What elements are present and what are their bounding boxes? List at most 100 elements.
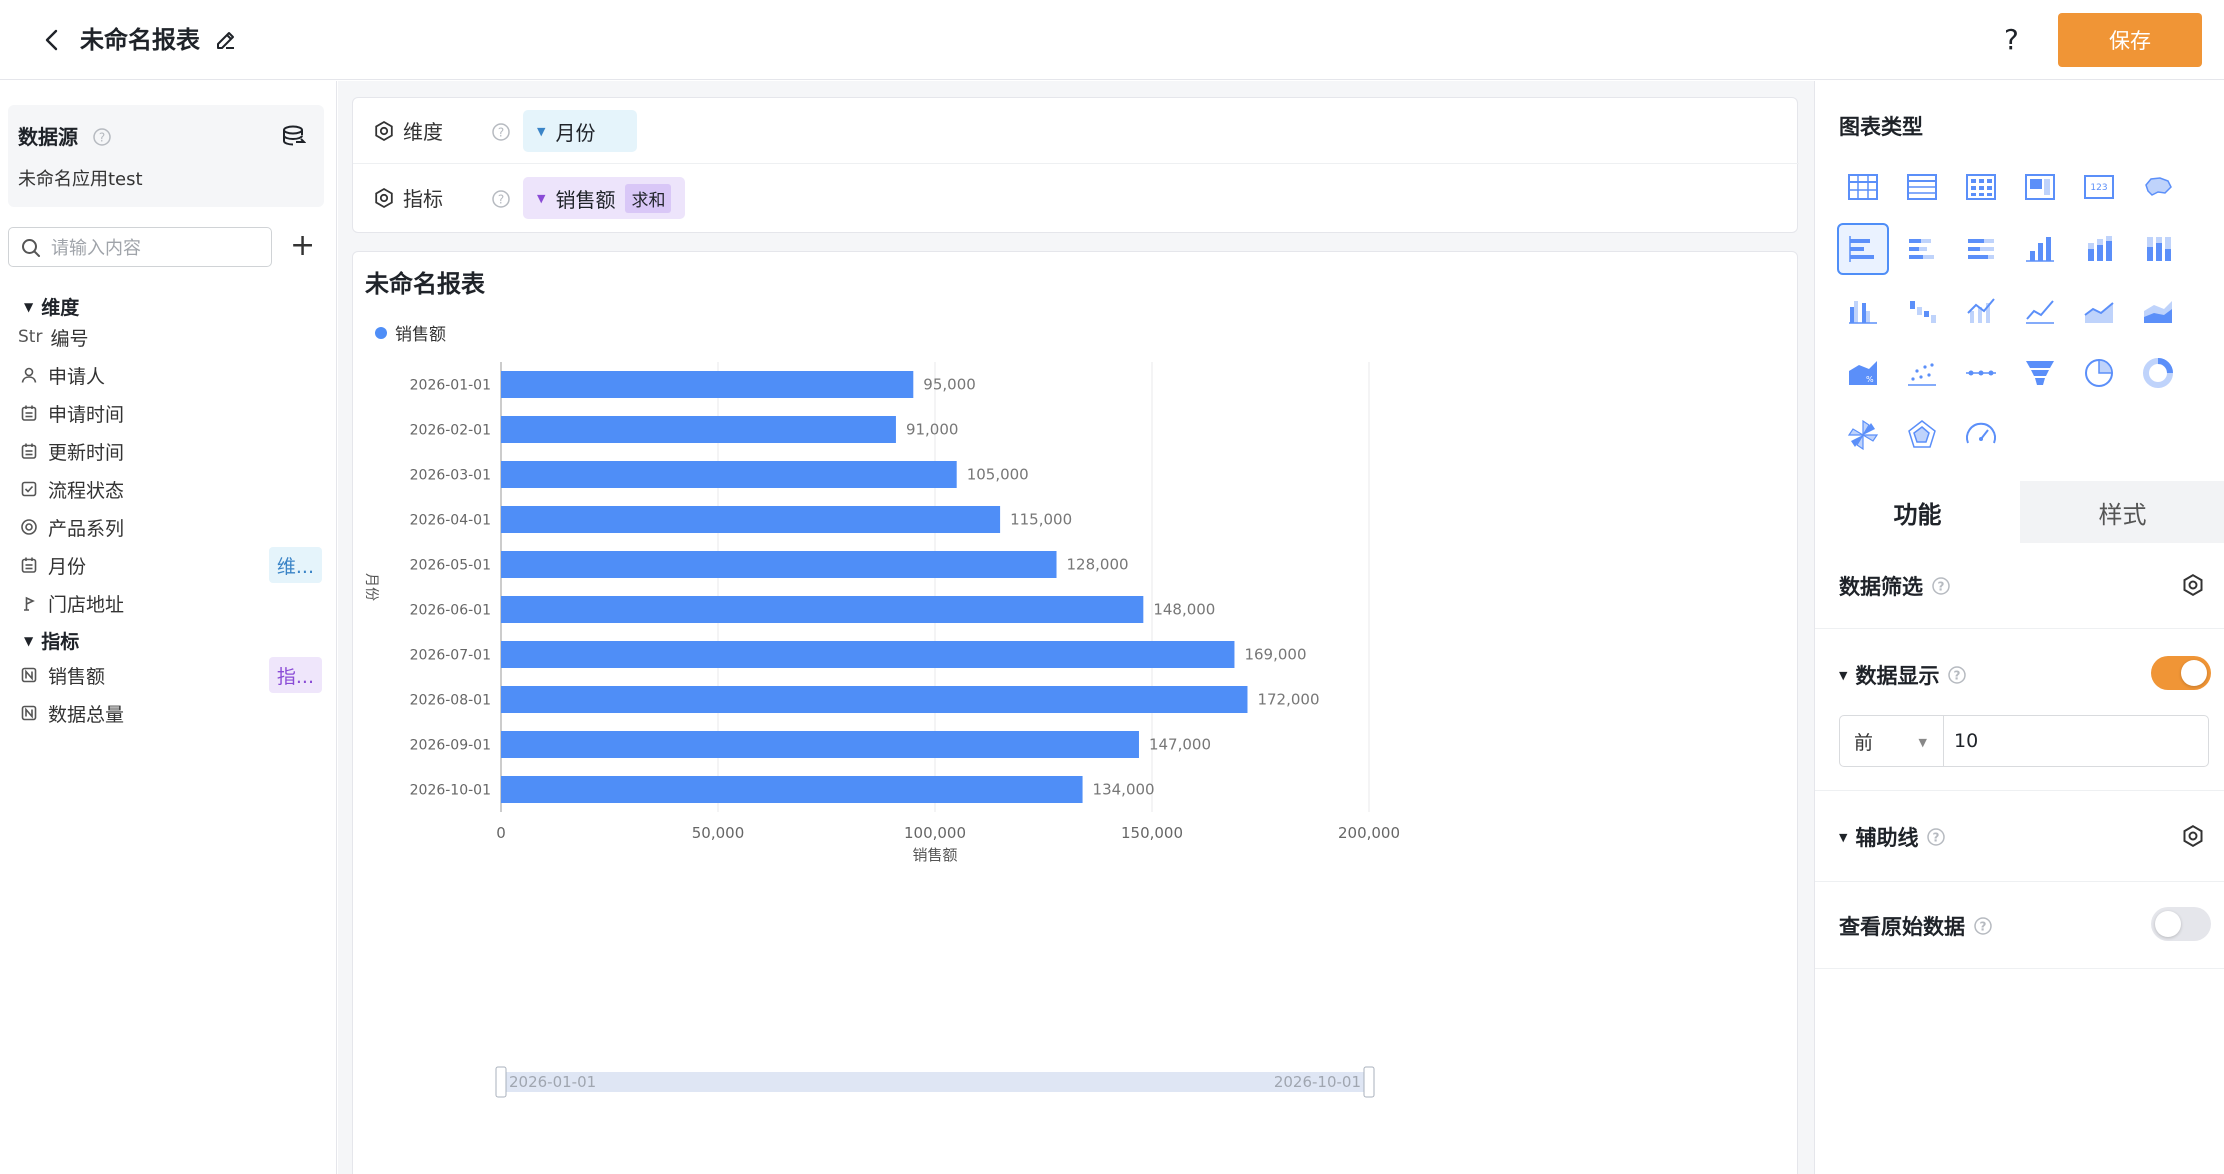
data-display-toggle[interactable] xyxy=(2151,656,2211,690)
line-icon xyxy=(2026,300,2054,324)
caret-down-icon: ▼ xyxy=(24,633,34,648)
user-icon xyxy=(18,366,40,384)
section-label: 辅助线 xyxy=(1855,826,1919,850)
chart-type-combo[interactable] xyxy=(1955,285,2007,337)
database-switch-icon[interactable] xyxy=(280,123,306,149)
field-item-id[interactable]: Str 编号 xyxy=(18,319,322,355)
chart-type-number-card[interactable]: 123 xyxy=(2073,161,2125,213)
field-item-month[interactable]: 月份 维... xyxy=(18,547,322,583)
search-input[interactable] xyxy=(51,234,261,262)
zoom-slider-handle-right[interactable] xyxy=(1363,1066,1375,1098)
chart-type-area[interactable] xyxy=(2073,285,2125,337)
data-display-title[interactable]: ▼ 数据显示 ? xyxy=(1839,660,1967,690)
help-icon[interactable]: ? xyxy=(491,122,511,142)
top-n-mode-select[interactable]: 前 ▼ xyxy=(1840,716,1944,766)
chart-type-donut[interactable] xyxy=(2132,347,2184,399)
chart-type-bar[interactable] xyxy=(1837,223,1889,275)
chart-type-table[interactable] xyxy=(1837,161,1889,213)
field-panel: 数据源 ? 未命名应用test + ▼ 维度 Str 编号 申请人 申请时间 更… xyxy=(0,81,337,1174)
tab-function[interactable]: 功能 xyxy=(1815,481,2020,543)
field-item-apply-time[interactable]: 申请时间 xyxy=(18,395,322,431)
chart-title: 未命名报表 xyxy=(365,270,485,298)
top-n-input[interactable] xyxy=(1944,716,2208,766)
caret-down-icon: ▼ xyxy=(1839,668,1848,682)
chart-type-scatter[interactable] xyxy=(1896,347,1948,399)
chart-type-percent-column[interactable] xyxy=(2132,223,2184,275)
field-item-product-series[interactable]: 产品系列 xyxy=(18,509,322,545)
field-label: 编号 xyxy=(50,327,89,350)
field-item-update-time[interactable]: 更新时间 xyxy=(18,433,322,469)
tab-style[interactable]: 样式 xyxy=(2020,481,2224,543)
help-icon[interactable]: ? xyxy=(491,189,511,209)
x-tick-label: 0 xyxy=(496,824,506,842)
metric-group-header[interactable]: ▼ 指标 xyxy=(24,627,79,654)
chart-type-funnel[interactable] xyxy=(2014,347,2066,399)
add-field-button[interactable]: + xyxy=(290,228,316,263)
chart-type-stacked-bar[interactable] xyxy=(1896,223,1948,275)
field-search[interactable] xyxy=(8,227,272,267)
aggregation-badge[interactable]: 求和 xyxy=(625,183,672,213)
gear-icon[interactable] xyxy=(2181,573,2205,597)
gear-icon[interactable] xyxy=(2181,824,2205,848)
dimension-group-header[interactable]: ▼ 维度 xyxy=(24,293,79,320)
aux-line-title[interactable]: ▼ 辅助线 ? xyxy=(1839,822,1946,852)
chart-type-timeline[interactable] xyxy=(1955,347,2007,399)
caret-down-icon: ▼ xyxy=(537,191,546,205)
section-label: 数据显示 xyxy=(1855,664,1940,688)
dimension-pill-month[interactable]: ▼ 月份 xyxy=(523,110,637,152)
back-button[interactable] xyxy=(38,26,66,54)
search-icon xyxy=(22,239,40,257)
help-icon[interactable]: ? xyxy=(1926,827,1946,847)
column-icon xyxy=(2026,237,2054,262)
field-label: 更新时间 xyxy=(48,441,125,464)
chart-type-percent-bar[interactable] xyxy=(1955,223,2007,275)
chart-type-stacked-area[interactable] xyxy=(2132,285,2184,337)
chart-type-detail-table[interactable] xyxy=(1896,161,1948,213)
data-label: 128,000 xyxy=(1067,556,1129,574)
svg-text:?: ? xyxy=(498,126,504,140)
save-button[interactable]: 保存 xyxy=(2058,13,2202,67)
edit-title-button[interactable] xyxy=(214,28,240,54)
raw-data-toggle[interactable] xyxy=(2151,907,2211,941)
help-icon[interactable]: ? xyxy=(1947,665,1967,685)
zoom-slider-track[interactable] xyxy=(501,1072,1369,1092)
chart-type-radar[interactable] xyxy=(1896,409,1948,461)
field-label: 数据总量 xyxy=(48,703,125,726)
field-item-total-count[interactable]: 数据总量 xyxy=(18,695,322,731)
field-label: 销售额 xyxy=(48,665,106,688)
chart-legend[interactable]: 销售额 xyxy=(375,320,446,345)
chart-type-stacked-column[interactable] xyxy=(2073,223,2125,275)
x-tick-label: 100,000 xyxy=(904,824,966,842)
help-icon[interactable]: ? xyxy=(1931,576,1951,596)
help-icon[interactable]: ? xyxy=(92,127,112,147)
chart-type-map[interactable] xyxy=(2132,161,2184,213)
dimension-shelf-label: 维度 xyxy=(403,120,443,144)
dimension-group-label: 维度 xyxy=(41,297,80,319)
chart-type-line[interactable] xyxy=(2014,285,2066,337)
help-icon[interactable]: ? xyxy=(1973,916,1993,936)
chart-type-column[interactable] xyxy=(2014,223,2066,275)
bar xyxy=(501,461,957,488)
chart-type-percent-area[interactable]: % xyxy=(1837,347,1889,399)
chart-type-rose[interactable] xyxy=(1837,409,1889,461)
metric-pill-sales[interactable]: ▼ 销售额 求和 xyxy=(523,177,686,219)
y-tick-label: 2026-02-01 xyxy=(410,423,491,439)
zoom-slider-handle-left[interactable] xyxy=(495,1066,507,1098)
gear-icon[interactable] xyxy=(373,120,395,142)
field-item-sales[interactable]: 销售额 指... xyxy=(18,657,322,693)
data-label: 134,000 xyxy=(1093,781,1155,799)
chart-type-grouped-column[interactable] xyxy=(1837,285,1889,337)
chart-type-cross-table[interactable] xyxy=(1955,161,2007,213)
field-item-flow-status[interactable]: 流程状态 xyxy=(18,471,322,507)
svg-text:?: ? xyxy=(1980,920,1987,934)
chart-type-waterfall[interactable] xyxy=(1896,285,1948,337)
gear-icon[interactable] xyxy=(373,187,395,209)
field-item-applicant[interactable]: 申请人 xyxy=(18,357,322,393)
chart-type-pie[interactable] xyxy=(2073,347,2125,399)
y-tick-label: 2026-07-01 xyxy=(410,648,491,664)
data-label: 172,000 xyxy=(1257,691,1319,709)
help-button[interactable]: ? xyxy=(2004,23,2019,56)
field-item-store-address[interactable]: 门店地址 xyxy=(18,585,322,621)
chart-type-indicator-card[interactable] xyxy=(2014,161,2066,213)
chart-type-gauge[interactable] xyxy=(1955,409,2007,461)
